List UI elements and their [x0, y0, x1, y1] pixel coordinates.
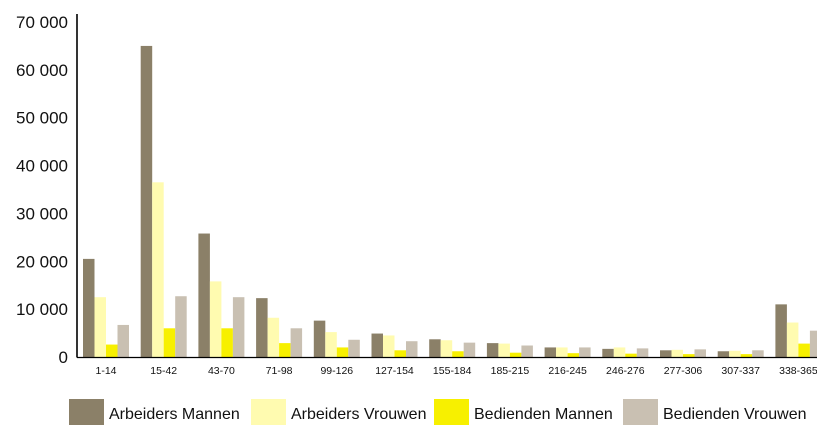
bar-1-307-337 — [717, 351, 730, 357]
bar-3-185-215 — [509, 352, 522, 357]
legend-label-2: Arbeiders Vrouwen — [291, 406, 426, 423]
y-tick-label: 30 000 — [16, 204, 68, 223]
legend-swatch-4 — [623, 399, 658, 425]
bar-3-127-154 — [394, 350, 406, 357]
y-tick-label: 20 000 — [16, 252, 68, 271]
bar-4-99-126 — [348, 339, 360, 357]
legend-swatch-1 — [69, 399, 104, 425]
bar-4-15-42 — [175, 296, 187, 357]
y-tick-label: 0 — [59, 348, 68, 367]
bar-1-338-365 — [775, 304, 787, 357]
bar-1-155-184 — [429, 339, 441, 357]
bar-4-127-154 — [406, 341, 418, 357]
bar-2-15-42 — [152, 182, 164, 357]
bar-3-246-276 — [625, 353, 637, 357]
x-tick-label: 1-14 — [95, 365, 116, 377]
bar-3-15-42 — [163, 328, 176, 357]
bar-1-1-14 — [83, 258, 95, 357]
bar-4-71-98 — [290, 328, 303, 357]
bar-1-246-276 — [602, 348, 614, 357]
bar-4-155-184 — [463, 342, 476, 357]
bar-4-277-306 — [694, 349, 706, 357]
bar-1-185-215 — [486, 343, 499, 357]
y-tick-label: 50 000 — [16, 109, 68, 128]
bar-3-307-337 — [740, 354, 753, 357]
bar-2-127-154 — [383, 335, 395, 357]
x-tick-label: 307-337 — [721, 365, 760, 377]
bar-1-43-70 — [198, 233, 210, 357]
bar-3-277-306 — [683, 354, 695, 357]
legend: Arbeiders Mannen Arbeiders Vrouwen Bediend… — [69, 399, 807, 425]
bar-2-246-276 — [613, 347, 626, 357]
bar-1-277-306 — [660, 350, 672, 357]
x-tick-labels: 1-14 15-42 43-70 71-98 99-126 127-154 155-184 1… — [95, 365, 817, 377]
bar-4-1-14 — [117, 324, 129, 357]
x-tick-label: 15-42 — [150, 365, 177, 377]
y-tick-labels: 0 10 000 20 000 30 000 40 000 50 000 60 000 70 … — [16, 13, 68, 367]
bar-4-307-337 — [752, 350, 764, 357]
y-tick-label: 10 000 — [16, 300, 68, 319]
bar-2-338-365 — [786, 322, 799, 357]
bar-1-71-98 — [256, 298, 268, 357]
bar-1-15-42 — [140, 45, 153, 358]
x-tick-label: 246-276 — [606, 365, 645, 377]
y-tick-label: 40 000 — [16, 157, 68, 176]
bar-1-99-126 — [313, 320, 326, 357]
bar-2-277-306 — [671, 349, 683, 357]
legend-label-1: Arbeiders Mannen — [109, 406, 240, 423]
bar-3-43-70 — [221, 328, 233, 357]
legend-label-3: Bedienden Mannen — [474, 406, 613, 423]
y-tick-label: 60 000 — [16, 61, 68, 80]
bar-1-127-154 — [371, 333, 383, 357]
bar-2-307-337 — [729, 350, 741, 357]
bar-2-216-245 — [556, 347, 568, 357]
bar-1-216-245 — [544, 347, 557, 357]
bar-4-246-276 — [636, 348, 649, 357]
bar-3-338-365 — [798, 343, 810, 357]
bar-3-71-98 — [279, 343, 291, 357]
bars-layer — [83, 45, 817, 358]
bar-2-71-98 — [267, 317, 280, 357]
x-tick-label: 216-245 — [548, 365, 587, 377]
bar-2-43-70 — [209, 281, 222, 357]
x-tick-label: 71-98 — [266, 365, 293, 377]
bar-3-155-184 — [452, 351, 464, 357]
x-tick-label: 338-365 — [779, 365, 817, 377]
y-tick-label: 70 000 — [16, 13, 68, 32]
bar-2-1-14 — [94, 297, 106, 357]
bar-4-185-215 — [521, 345, 533, 357]
x-tick-label: 185-215 — [491, 365, 530, 377]
x-tick-label: 277-306 — [664, 365, 703, 377]
legend-swatch-3 — [434, 399, 469, 425]
bar-4-43-70 — [232, 297, 245, 357]
bar-4-216-245 — [579, 347, 591, 357]
x-tick-label: 127-154 — [375, 365, 414, 377]
legend-label-4: Bedienden Vrouwen — [663, 406, 807, 423]
legend-swatch-2 — [251, 399, 286, 425]
bar-2-99-126 — [325, 332, 337, 357]
x-tick-label: 43-70 — [208, 365, 235, 377]
axes-layer — [76, 14, 817, 359]
bar-2-155-184 — [440, 340, 453, 357]
bar-2-185-215 — [498, 343, 510, 357]
x-tick-label: 99-126 — [320, 365, 353, 377]
bar-3-216-245 — [567, 353, 580, 357]
bar-3-1-14 — [106, 344, 118, 357]
bar-4-338-365 — [809, 330, 817, 357]
bar-3-99-126 — [336, 347, 349, 357]
x-tick-label: 155-184 — [433, 365, 472, 377]
